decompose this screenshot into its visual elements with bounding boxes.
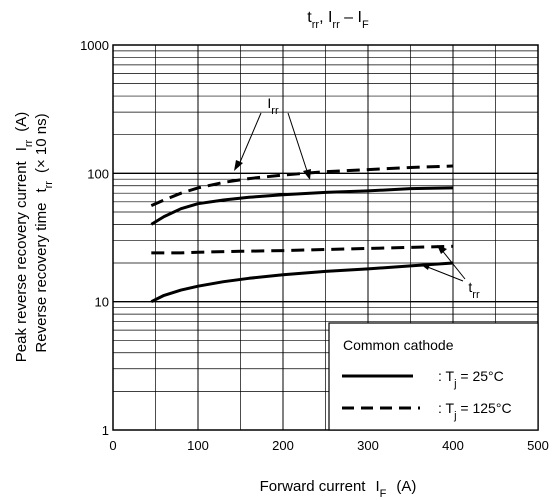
y-tick-label: 100: [87, 166, 109, 181]
y-axis-label-irr: Peak reverse recovery currentIrr(A): [13, 112, 35, 362]
x-tick-label: 300: [357, 438, 379, 453]
annotation-trr-label: trr: [468, 279, 480, 301]
legend-item-125c: : Tj = 125°C: [438, 400, 512, 422]
y-tick-label: 1000: [80, 38, 109, 53]
annotation-trr: trr: [420, 245, 480, 301]
x-tick-label: 100: [187, 438, 209, 453]
annotation-irr: Irr: [234, 95, 311, 180]
x-tick-label: 200: [272, 438, 294, 453]
y-axis-label-trr: Reverse recovery timetrr(× 10 ns): [33, 113, 55, 352]
annotation-irr-arrowhead-left: [234, 160, 243, 171]
annotation-irr-label: Irr: [267, 95, 279, 117]
x-tick-label: 400: [442, 438, 464, 453]
y-tick-label: 1: [102, 423, 109, 438]
annotation-trr-arrowhead-lower: [420, 264, 430, 270]
series-irr-25c-line: [150, 186, 454, 226]
annotation-trr-arrowhead-upper: [437, 245, 447, 254]
chart-title: trr, Irr – IF: [307, 9, 369, 31]
annotation-irr-arrow-left: [237, 112, 262, 168]
y-tick-label: 10: [95, 295, 109, 310]
legend: Common cathode : Tj = 25°C : Tj = 125°C: [328, 322, 539, 431]
annotation-trr-arrow-upper: [440, 248, 466, 280]
series-trr-25c-line: [150, 261, 454, 304]
annotation-irr-arrow-right: [287, 112, 309, 175]
series-irr-125c-line: [150, 164, 454, 207]
legend-item-25c: : Tj = 25°C: [438, 368, 504, 390]
plot-frame: [112, 44, 539, 431]
x-tick-label: 500: [527, 438, 549, 453]
legend-title: Common cathode: [343, 337, 454, 353]
x-axis-label: Forward current IF (A): [260, 478, 417, 500]
annotation-trr-arrow-lower: [424, 265, 464, 282]
annotation-irr-arrowhead-right: [303, 169, 311, 180]
x-tick-labels: 0 100 200 300 400 500: [109, 438, 548, 453]
series-layer: [150, 164, 454, 304]
series-trr-125c-line: [151, 244, 454, 255]
x-tick-label: 0: [109, 438, 116, 453]
y-tick-labels: 1 10 100 1000: [80, 38, 109, 438]
